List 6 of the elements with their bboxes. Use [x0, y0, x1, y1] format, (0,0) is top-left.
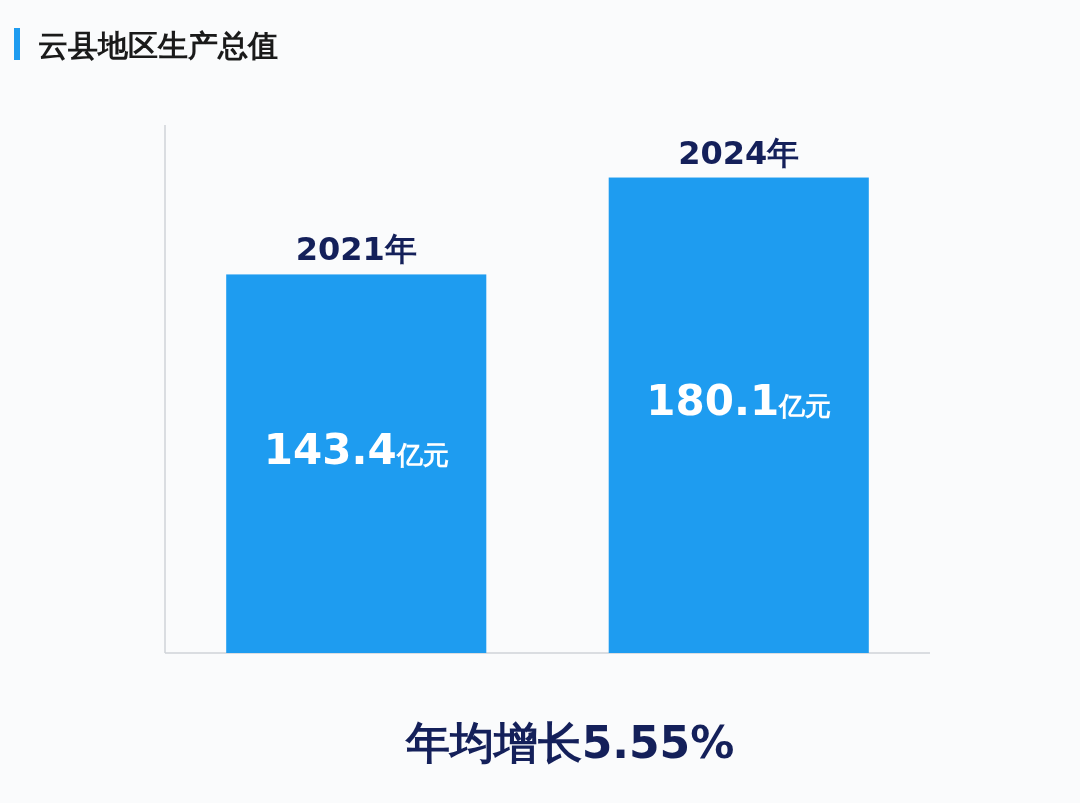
text: 年均增长5.55% [404, 717, 735, 768]
chart-title: 云县地区生产总值 [38, 28, 278, 63]
data-label: 143.4亿元 [263, 424, 449, 474]
data-label: 180.1亿元 [646, 376, 832, 426]
x-tick-label: 2021年 [295, 230, 417, 269]
x-tick-label: 2024年 [678, 133, 800, 172]
